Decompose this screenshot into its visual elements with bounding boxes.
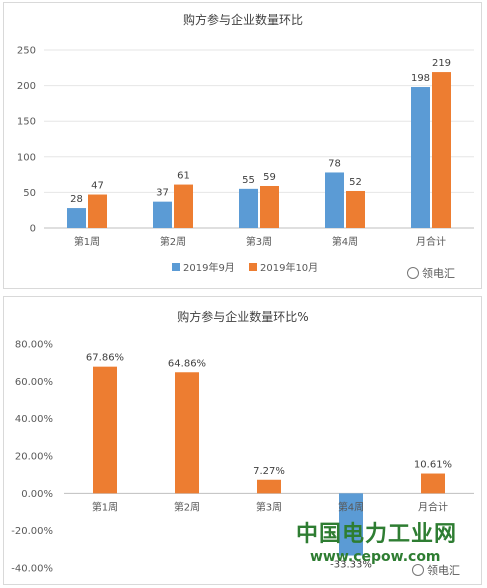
legend-label: 2019年9月 — [183, 261, 235, 274]
chart-title: 购方参与企业数量环比% — [177, 309, 308, 324]
count-bar-chart: 购方参与企业数量环比 0 50 100 150 200 250 28 47 第1周 37 61 第2周 5… — [17, 12, 474, 274]
data-label: 10.61% — [414, 460, 452, 471]
chart-panel-weekly-count: 购方参与企业数量环比 0 50 100 150 200 250 28 47 第1周 37 61 第2周 5… — [3, 2, 482, 289]
x-tick-label: 第2周 — [174, 500, 200, 513]
bar — [174, 184, 193, 228]
data-label: 28 — [70, 194, 83, 205]
bar — [346, 190, 365, 228]
watermark-url: www.cepow.com — [310, 549, 441, 565]
y-tick-label: 80.00% — [15, 340, 53, 351]
data-label: 67.86% — [86, 353, 124, 364]
data-label: 198 — [411, 73, 430, 84]
bar — [153, 201, 172, 228]
bar — [88, 194, 107, 228]
bar — [257, 479, 281, 494]
bar — [432, 72, 451, 229]
legend-swatch — [172, 263, 180, 271]
data-label: 52 — [349, 177, 362, 188]
bar — [93, 366, 117, 494]
data-label: 47 — [91, 181, 104, 192]
y-tick-label: 0 — [30, 224, 36, 235]
bar — [339, 493, 363, 556]
legend-swatch — [249, 263, 257, 271]
x-tick-label: 月合计 — [416, 235, 446, 248]
legend-label: 2019年10月 — [260, 261, 318, 274]
brand-text: 领电汇 — [422, 267, 455, 280]
data-label: -33.33% — [330, 560, 372, 571]
brand-mark-lower: 领电汇 — [412, 562, 460, 578]
brand-text: 领电汇 — [427, 564, 460, 577]
y-tick-label: -40.00% — [11, 564, 53, 575]
x-tick-label: 第4周 — [332, 235, 358, 248]
x-tick-label: 第2周 — [160, 235, 186, 248]
y-tick-label: 60.00% — [15, 377, 53, 388]
data-label: 37 — [156, 188, 169, 199]
y-tick-label: 40.00% — [15, 414, 53, 425]
brand-icon — [407, 267, 419, 279]
y-tick-label: -20.00% — [11, 526, 53, 537]
bar — [421, 473, 445, 494]
bar — [67, 208, 86, 228]
bar — [175, 372, 199, 494]
data-label: 55 — [242, 175, 255, 186]
data-label: 61 — [177, 171, 190, 182]
y-tick-label: 20.00% — [15, 452, 53, 463]
data-label: 78 — [328, 158, 341, 169]
bar — [260, 185, 279, 228]
y-tick-label: 50 — [23, 188, 36, 199]
brand-icon — [412, 564, 424, 576]
data-label: 219 — [432, 58, 451, 69]
bar — [239, 188, 258, 228]
data-label: 7.27% — [253, 466, 285, 477]
y-tick-label: 150 — [17, 117, 36, 128]
watermark-site-name: 中国电力工业网 — [296, 522, 458, 547]
y-tick-label: 100 — [17, 152, 36, 163]
x-tick-label: 第1周 — [74, 235, 100, 248]
data-label: 59 — [263, 172, 276, 183]
chart-panel-weekly-percent: 购方参与企业数量环比% 80.00% 60.00% 40.00% 20.00% 0.00%… — [3, 296, 482, 585]
x-tick-label: 第4周 — [338, 500, 364, 513]
percent-bar-chart: 购方参与企业数量环比% 80.00% 60.00% 40.00% 20.00% 0.00%… — [11, 309, 474, 575]
x-tick-label: 第3周 — [256, 500, 282, 513]
x-tick-label: 月合计 — [418, 500, 448, 513]
y-tick-label: 200 — [17, 81, 36, 92]
y-tick-label: 250 — [17, 46, 36, 57]
x-tick-label: 第3周 — [246, 235, 272, 248]
bar — [325, 172, 344, 228]
bar — [411, 87, 430, 228]
brand-mark: 领电汇 — [407, 265, 455, 281]
x-tick-label: 第1周 — [92, 500, 118, 513]
data-label: 64.86% — [168, 358, 206, 369]
y-tick-label: 0.00% — [21, 489, 53, 500]
chart-title: 购方参与企业数量环比 — [183, 12, 303, 27]
